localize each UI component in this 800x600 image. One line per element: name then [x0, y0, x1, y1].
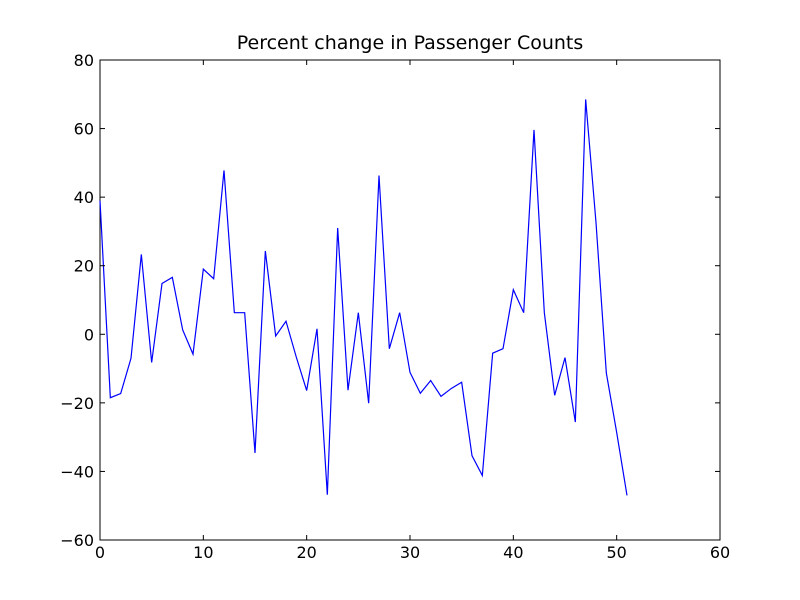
y-tick-label: 60 — [74, 120, 94, 139]
chart-title: Percent change in Passenger Counts — [237, 32, 584, 54]
x-tick-label: 20 — [296, 543, 316, 562]
x-tick-label: 10 — [193, 543, 213, 562]
y-tick-label: −40 — [60, 462, 94, 481]
y-tick-label: 0 — [84, 325, 94, 344]
x-tick-label: 30 — [400, 543, 420, 562]
x-axis: 0 10 20 30 40 50 60 — [95, 60, 730, 562]
y-tick-label: 80 — [74, 51, 94, 70]
plot-area — [99, 59, 721, 541]
x-tick-label: 60 — [710, 543, 730, 562]
y-tick-label: −20 — [60, 394, 94, 413]
series-group — [99, 99, 628, 496]
x-tick-label: 40 — [503, 543, 523, 562]
series-line — [99, 99, 628, 496]
x-tick-label: 0 — [95, 543, 105, 562]
x-tick-label: 50 — [606, 543, 626, 562]
y-tick-label: 40 — [74, 188, 94, 207]
y-axis: −60 −40 −20 0 20 40 60 80 — [60, 51, 720, 550]
y-tick-label: 20 — [74, 257, 94, 276]
y-tick-label: −60 — [60, 531, 94, 550]
